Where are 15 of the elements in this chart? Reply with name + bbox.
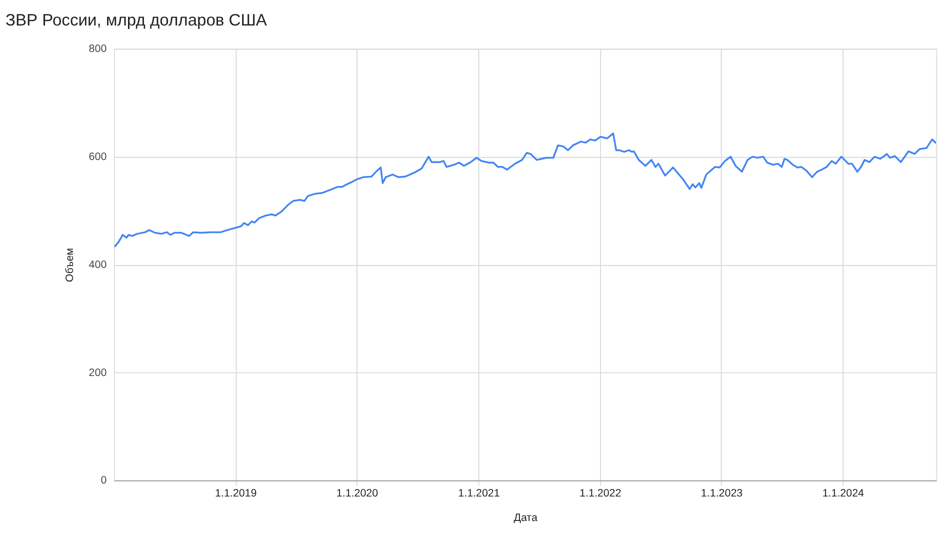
y-tick-label: 200	[88, 366, 107, 379]
x-axis-title: Дата	[514, 512, 538, 524]
line-series	[114, 132, 936, 248]
y-tick-label: 800	[88, 43, 107, 56]
y-tick-label: 600	[88, 151, 107, 164]
chart-title: ЗВР России, млрд долларов США	[6, 10, 267, 30]
x-tick-label: 1.1.2024	[822, 487, 864, 500]
x-tick-label: 1.1.2021	[458, 487, 500, 500]
x-tick-label: 1.1.2023	[700, 487, 743, 500]
y-tick-label: 0	[100, 474, 107, 487]
y-axis-title: Объем	[64, 248, 76, 282]
x-tick-label: 1.1.2020	[336, 487, 378, 500]
x-tick-label: 1.1.2022	[580, 487, 622, 500]
y-tick-label: 400	[88, 258, 107, 271]
x-tick-label: 1.1.2019	[215, 487, 257, 500]
